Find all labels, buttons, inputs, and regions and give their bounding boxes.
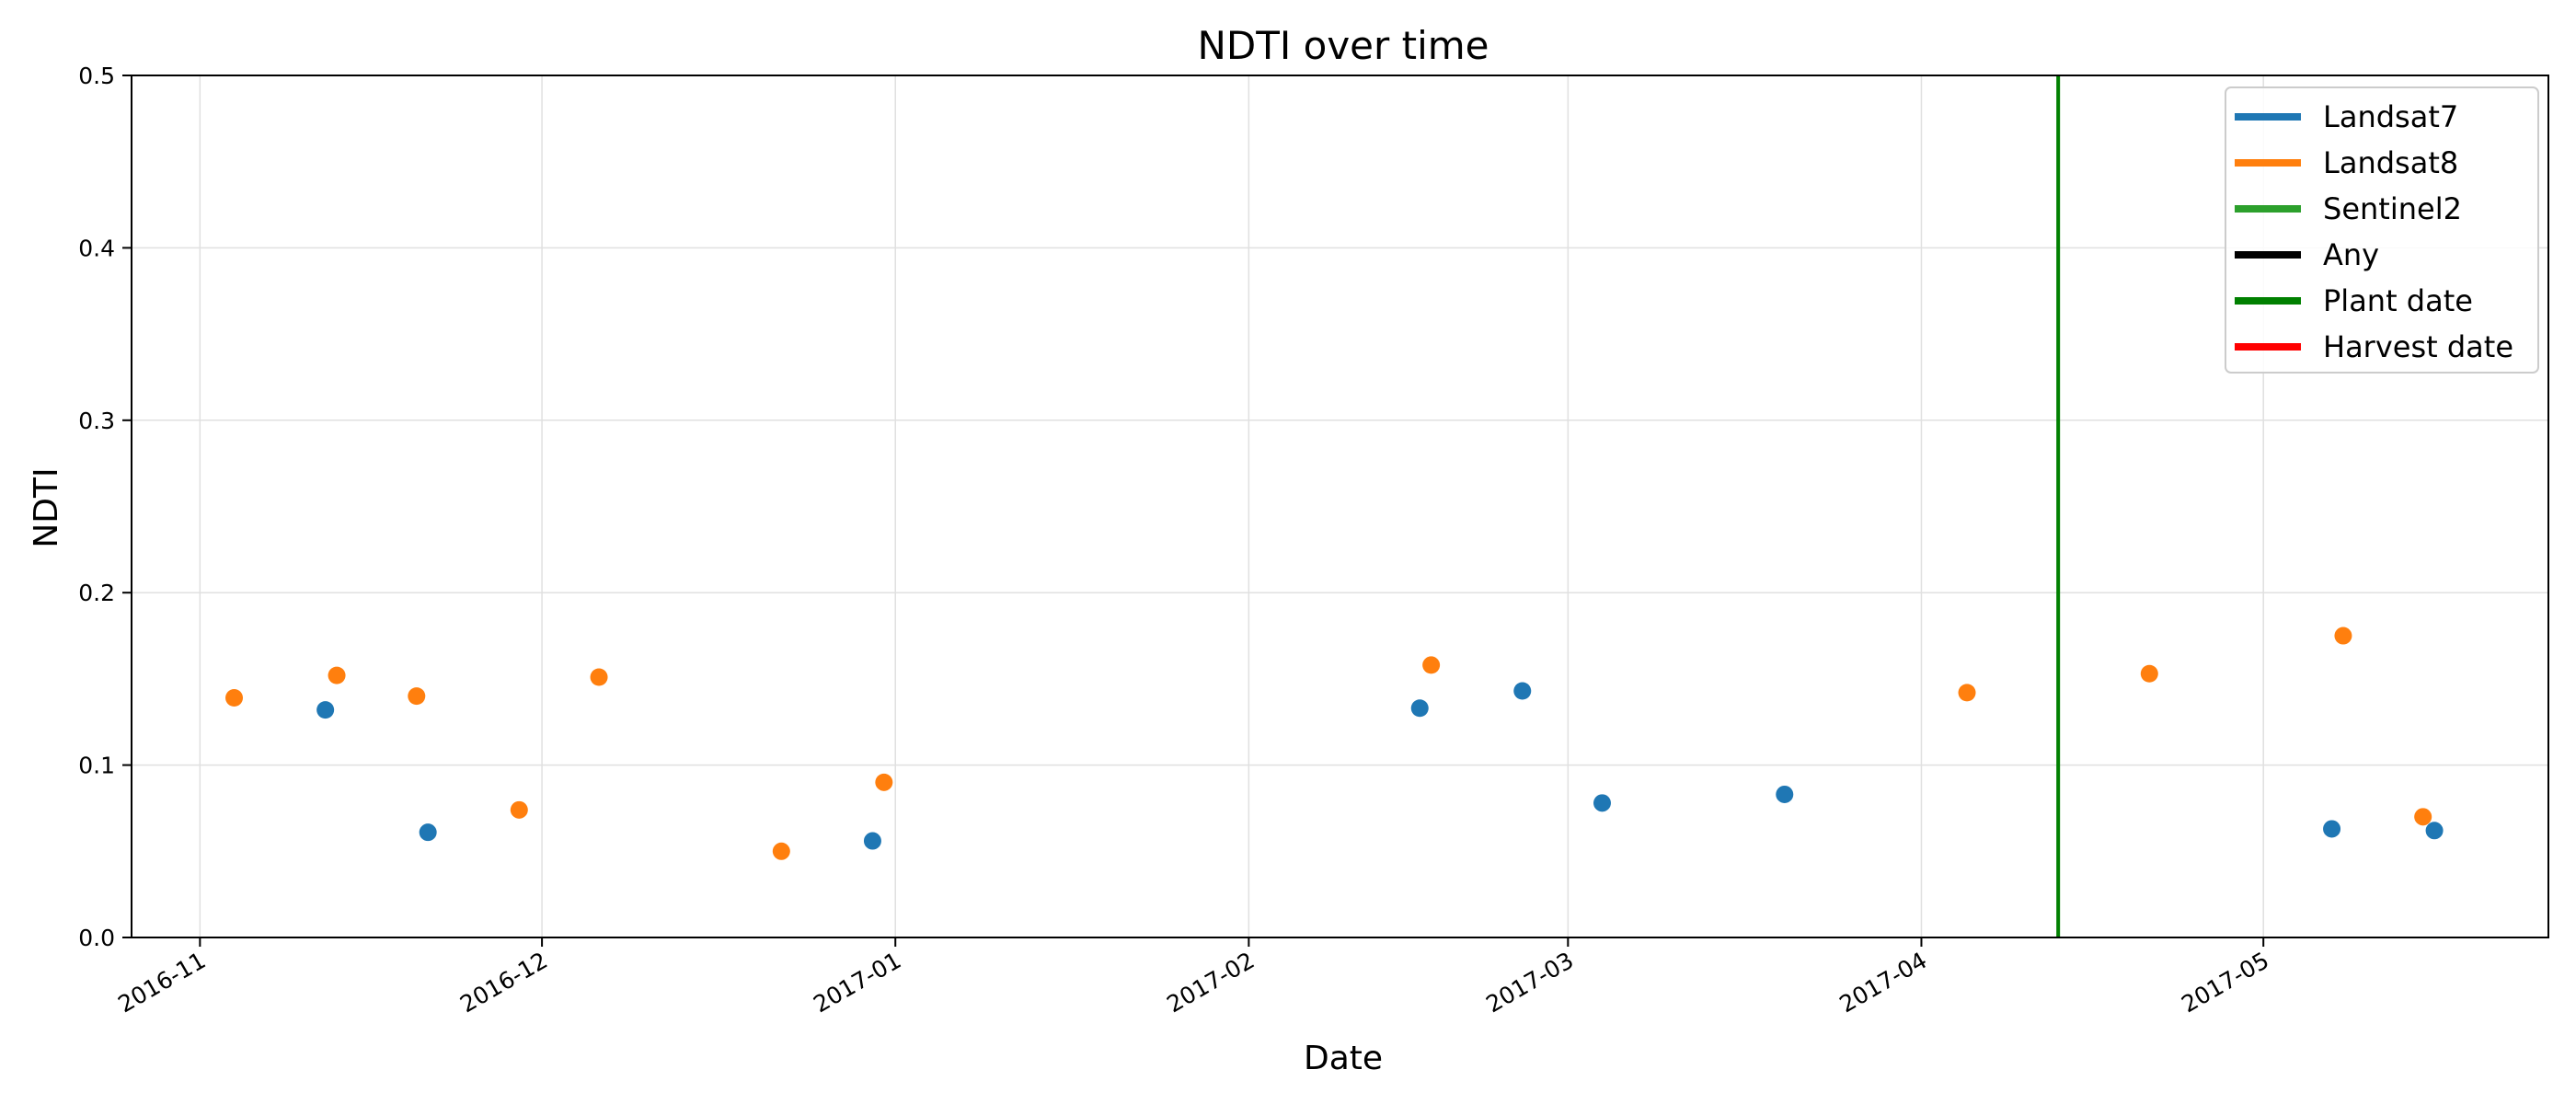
y-tick-label: 0.3 [78, 408, 115, 434]
landsat8-point [772, 842, 790, 860]
y-tick-label: 0.2 [78, 580, 115, 606]
landsat8-point [225, 689, 244, 707]
y-tick-label: 0.0 [78, 925, 115, 951]
landsat8-point [2414, 808, 2432, 826]
landsat8-point [2334, 627, 2352, 645]
y-axis-ticks: 0.0 0.1 0.2 0.3 0.4 0.5 [78, 63, 132, 951]
legend-label: Landsat7 [2323, 99, 2458, 134]
y-tick-label: 0.5 [78, 63, 115, 89]
y-axis-label: NDTI [28, 467, 65, 547]
landsat7-point [863, 832, 881, 850]
landsat7-point [419, 823, 437, 842]
legend-box [2225, 86, 2539, 374]
legend-label: Plant date [2323, 283, 2473, 318]
legend-label: Harvest date [2323, 329, 2513, 364]
grid [132, 75, 2548, 938]
x-axis-ticks: 2016-11 2016-12 2017-01 2017-02 2017-03 2017-… [113, 937, 2273, 1018]
x-tick-label: 2016-11 [113, 947, 210, 1018]
y-tick-label: 0.4 [78, 235, 115, 261]
y-tick-label: 0.1 [78, 753, 115, 779]
landsat7-point [1776, 785, 1794, 803]
landsat7-point [1593, 794, 1612, 812]
legend-label: Any [2323, 237, 2379, 272]
landsat8-point [328, 666, 346, 684]
landsat8-point [408, 687, 426, 706]
x-tick-label: 2017-01 [809, 947, 905, 1018]
landsat7-point [2425, 822, 2444, 840]
chart-title: NDTI over time [1197, 23, 1489, 68]
landsat7-point [1513, 682, 1532, 700]
x-tick-label: 2016-12 [455, 947, 552, 1018]
landsat7-point [1410, 699, 1429, 718]
landsat7-point [316, 701, 335, 719]
landsat8-point [510, 800, 528, 819]
x-tick-label: 2017-04 [1834, 947, 1931, 1018]
plot-frame [131, 75, 2549, 938]
legend: Landsat7 Landsat8 Sentinel2 Any Plant date Ha… [2225, 86, 2539, 374]
landsat8-point [1958, 684, 1976, 702]
landsat8-point [590, 668, 608, 686]
landsat8-point [875, 773, 893, 791]
x-tick-label: 2017-03 [1481, 947, 1578, 1018]
legend-label: Landsat8 [2323, 145, 2458, 180]
landsat8-point [2140, 664, 2158, 683]
x-tick-label: 2017-05 [2177, 947, 2273, 1018]
data-points [225, 627, 2444, 860]
x-tick-label: 2017-02 [1162, 947, 1259, 1018]
x-axis-label: Date [1304, 1040, 1383, 1077]
landsat8-point [1422, 656, 1441, 674]
landsat7-point [2323, 820, 2341, 838]
legend-label: Sentinel2 [2323, 191, 2462, 226]
